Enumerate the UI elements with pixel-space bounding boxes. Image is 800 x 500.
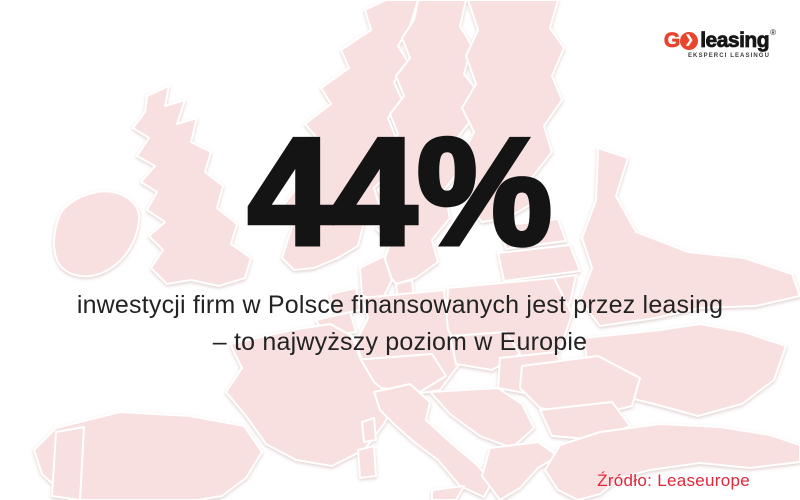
headline-description: inwestycji firm w Polsce finansowanych j…: [0, 287, 800, 361]
description-line-2: – to najwyższy poziom w Europie: [212, 328, 588, 356]
source-credit: Źródło: Leaseurope: [597, 471, 750, 490]
logo-wordmark-text: leasing: [700, 29, 770, 52]
logo-tagline: EKSPERCI LEASINGU: [687, 53, 770, 59]
registered-trademark-icon: ®: [770, 28, 776, 37]
brand-logo: G ❯ leasing ® EKSPERCI LEASINGU: [663, 28, 776, 59]
headline-percentage: 44%: [245, 107, 554, 277]
brand-logo-wordmark: G ❯ leasing ®: [663, 28, 776, 52]
logo-letter-g: G: [663, 29, 680, 52]
logo-arrow-icon: ❯: [680, 31, 699, 50]
description-line-1: inwestycji firm w Polsce finansowanych j…: [76, 291, 724, 319]
